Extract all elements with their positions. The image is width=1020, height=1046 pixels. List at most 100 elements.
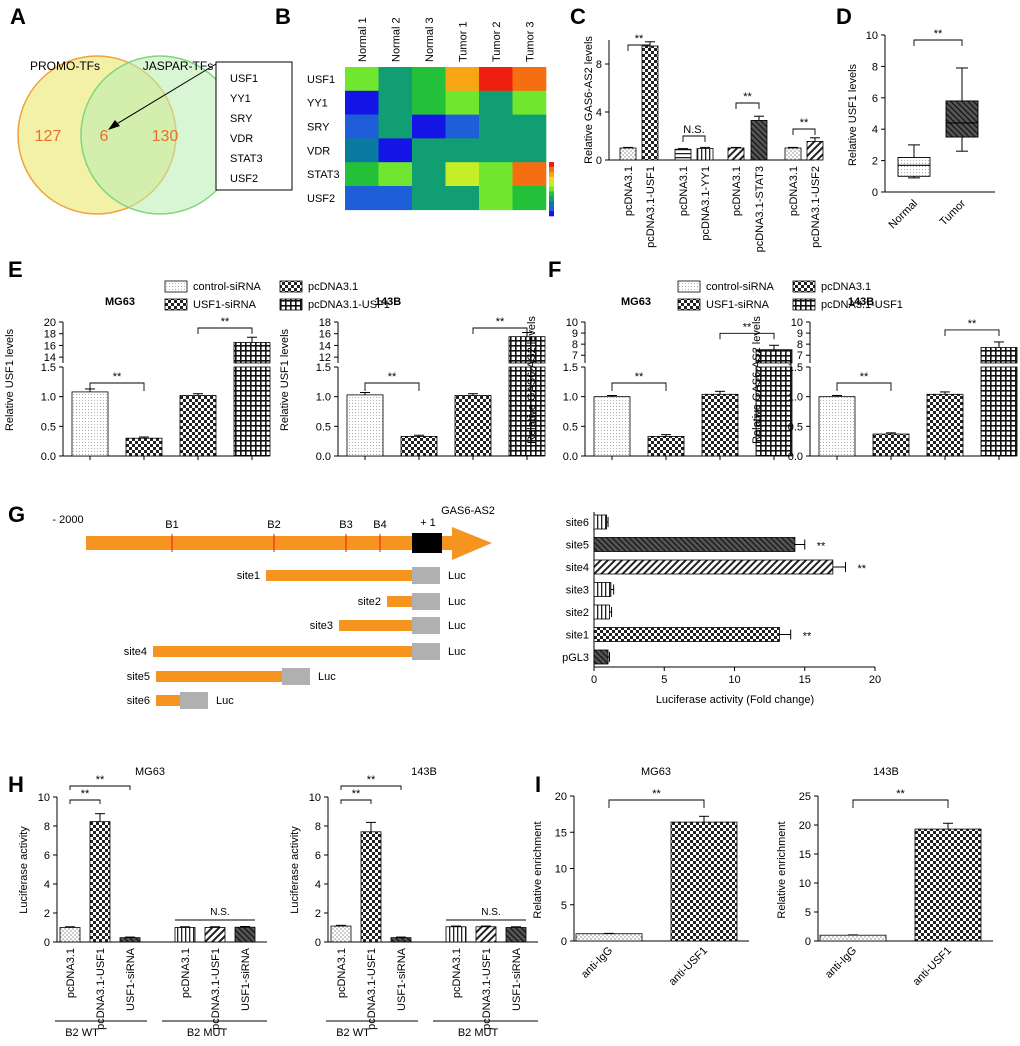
heatmap-cell xyxy=(378,67,413,92)
x-tick-label: 15 xyxy=(799,674,811,686)
promoter-arrow xyxy=(452,527,492,560)
y-tick-label: site5 xyxy=(566,540,589,552)
y-tick-label: site2 xyxy=(566,607,589,619)
bar xyxy=(872,433,910,457)
bar xyxy=(980,366,1018,457)
tss-box xyxy=(412,533,442,553)
significance-label: ** xyxy=(81,788,90,800)
significance-bracket xyxy=(913,39,963,46)
x-tick-label: pcDNA3.1 xyxy=(731,166,743,216)
luc-box xyxy=(412,617,440,634)
significance-bracket xyxy=(682,135,706,142)
panel-H: H MG63 0 2 4 6 8 10 Luciferase activity pcDNA3.1 p… xyxy=(8,766,538,1039)
y-tick-label: 0.0 xyxy=(563,451,578,463)
heatmap-column-label: Normal 2 xyxy=(390,17,402,62)
construct-bar xyxy=(266,570,412,581)
y-tick-label: 1.5 xyxy=(316,362,331,374)
y-tick-label: 12 xyxy=(319,352,331,364)
construct-bar xyxy=(153,646,412,657)
significance-label: ** xyxy=(817,541,826,553)
significance-bracket xyxy=(197,327,253,334)
heatmap-column-label: Normal 3 xyxy=(424,17,436,62)
legend-swatch xyxy=(677,298,701,311)
heatmap-cell xyxy=(412,162,446,187)
heatmap-column-label: Normal 1 xyxy=(357,17,369,62)
subplot-title: 143B xyxy=(375,296,401,308)
bar xyxy=(670,821,738,942)
y-axis-label: Relative GAS6-AS2 levels xyxy=(751,316,763,444)
heatmap-column-label: Tumor 1 xyxy=(457,21,469,62)
y-tick-label: 2 xyxy=(872,156,878,168)
y-tick-label: 20 xyxy=(799,820,811,832)
significance-label: ** xyxy=(743,321,752,333)
significance-bracket xyxy=(608,799,705,808)
x-tick-label: USF1-siRNA xyxy=(125,947,137,1011)
heatmap-cell xyxy=(412,67,446,92)
significance-bracket xyxy=(792,128,816,135)
group-label: B2 WT xyxy=(336,1027,370,1039)
y-tick-label: 15 xyxy=(555,827,567,839)
y-tick-label: 0.0 xyxy=(788,451,803,463)
bar xyxy=(674,148,692,161)
significance-label: ** xyxy=(803,631,812,643)
significance-bracket xyxy=(611,382,667,391)
significance-label: ** xyxy=(860,371,869,383)
heatmap-cell xyxy=(479,186,513,211)
heatmap-cell xyxy=(378,138,413,163)
significance-label: ** xyxy=(635,371,644,383)
x-tick-label: pcDNA3.1-USF1 xyxy=(210,948,222,1030)
significance-bracket xyxy=(69,799,101,804)
significance-bracket xyxy=(944,329,1000,336)
y-tick-label: 4 xyxy=(44,879,50,891)
promoter-start-label: - 2000 xyxy=(52,514,83,526)
bar xyxy=(593,649,609,665)
significance-label: ** xyxy=(388,371,397,383)
subplot-title: 143B xyxy=(848,296,874,308)
x-tick-label: USF1-siRNA xyxy=(511,947,523,1011)
y-axis-label: Relative GAS6-AS2 levels xyxy=(526,316,538,444)
significance-label: ** xyxy=(496,316,505,328)
heatmap-cell xyxy=(512,67,547,92)
significance-bracket xyxy=(69,785,131,790)
bar xyxy=(454,395,492,457)
significance-label: N.S. xyxy=(683,124,704,136)
x-tick-label: anti-USF1 xyxy=(667,945,711,989)
x-tick-label: 0 xyxy=(591,674,597,686)
bar xyxy=(647,436,685,457)
bar xyxy=(696,148,714,161)
x-tick-label: pcDNA3.1 xyxy=(623,166,635,216)
y-tick-label: 8 xyxy=(797,339,803,351)
significance-label: ** xyxy=(635,33,644,45)
heatmap-scale-swatch xyxy=(549,181,554,187)
binding-site-label: B3 xyxy=(339,519,352,531)
bar xyxy=(174,927,196,943)
x-tick-label: pcDNA3.1-YY1 xyxy=(700,166,712,241)
y-tick-label: 8 xyxy=(596,59,602,71)
significance-bracket xyxy=(852,799,949,808)
y-tick-label: 6 xyxy=(44,850,50,862)
y-tick-label: 5 xyxy=(805,907,811,919)
y-tick-label: 8 xyxy=(315,821,321,833)
group-label: B2 WT xyxy=(65,1027,99,1039)
panel-letter: B xyxy=(275,4,291,29)
heatmap-cell xyxy=(345,67,379,92)
y-tick-label: 0 xyxy=(805,936,811,948)
significance-bracket xyxy=(627,44,651,51)
legend-label: pcDNA3.1-USF1 xyxy=(821,299,903,311)
x-tick-label: pcDNA3.1 xyxy=(788,166,800,216)
x-tick-label: pcDNA3.1-USF2 xyxy=(810,166,822,248)
bar xyxy=(593,514,608,530)
bar xyxy=(593,582,612,597)
y-tick-label: 0 xyxy=(872,187,878,199)
y-tick-label: 20 xyxy=(555,791,567,803)
bar xyxy=(784,147,802,161)
heatmap-cell xyxy=(512,162,547,187)
y-axis-label: Luciferase activity xyxy=(18,826,30,914)
heatmap-row-label: STAT3 xyxy=(307,169,340,181)
y-tick-label: 7 xyxy=(797,350,803,362)
y-tick-label: 10 xyxy=(555,864,567,876)
bar xyxy=(125,437,163,457)
y-tick-label: 9 xyxy=(572,328,578,340)
binding-site-label: B4 xyxy=(373,519,386,531)
significance-label: ** xyxy=(896,788,905,800)
